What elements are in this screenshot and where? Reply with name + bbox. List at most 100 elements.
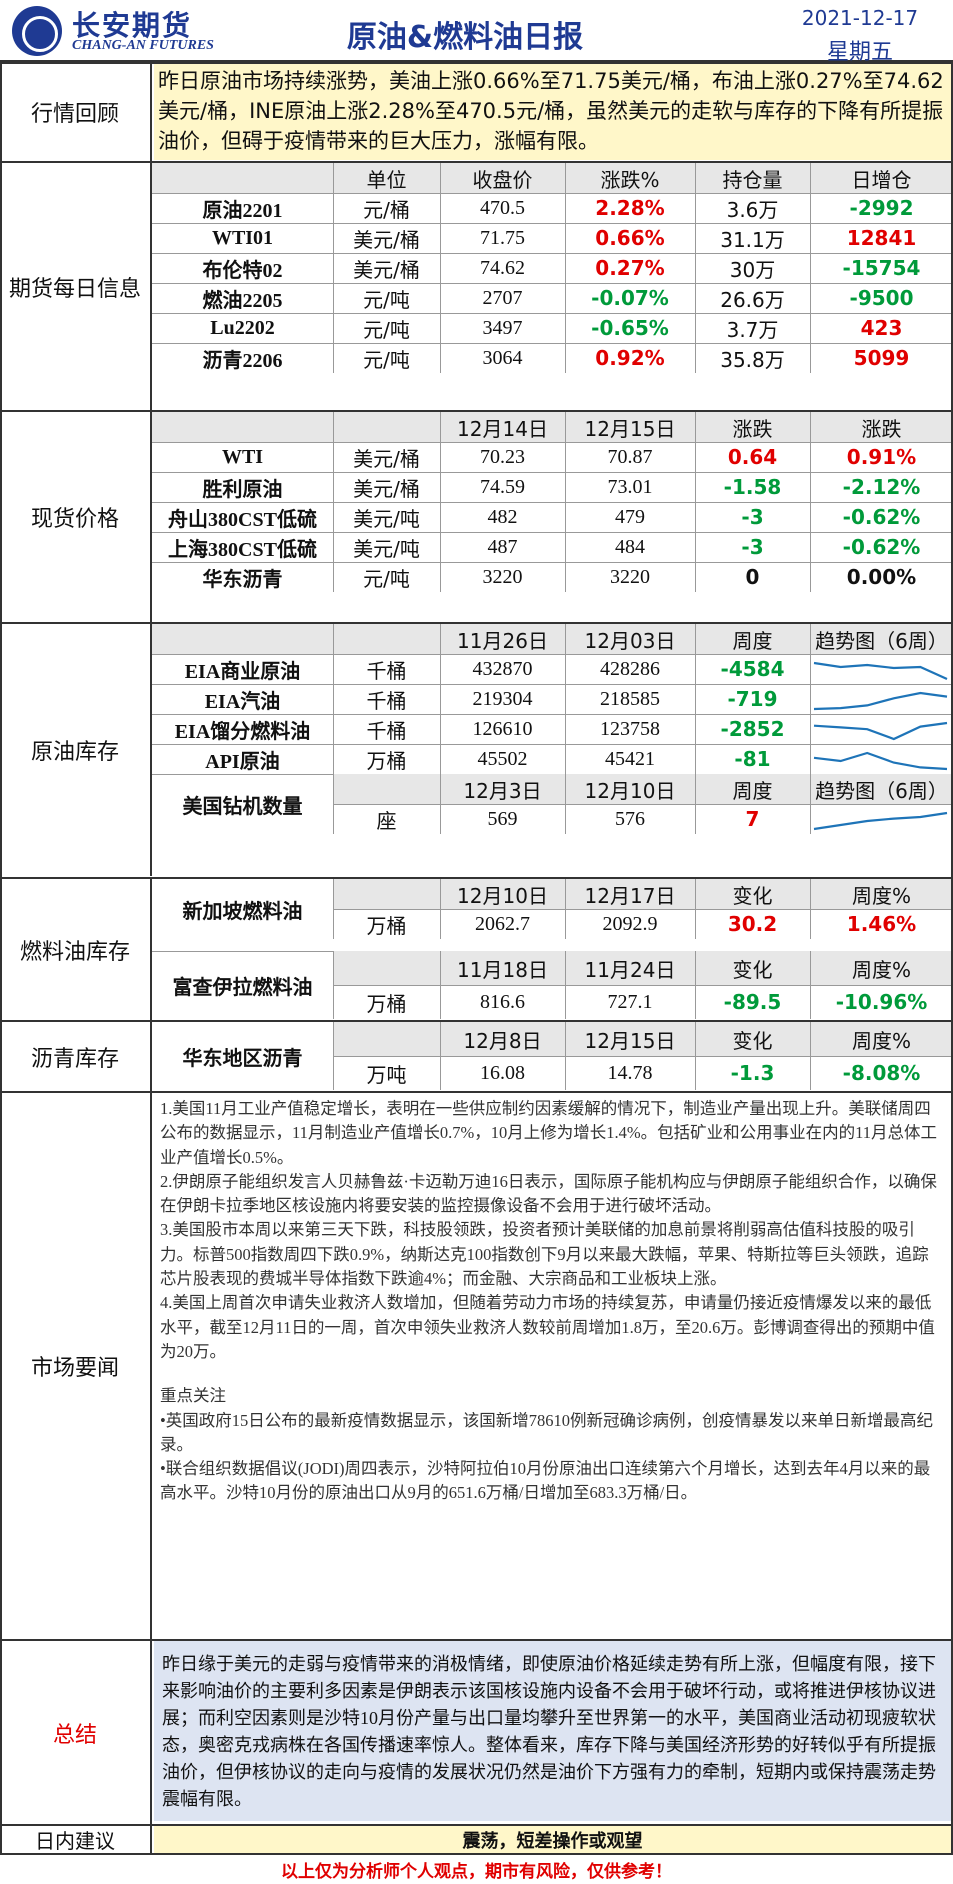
recap-label: 行情回顾 — [0, 62, 152, 162]
rig-header-3: 趋势图（6周） — [815, 778, 948, 803]
futures-change: 0.27% — [595, 256, 665, 280]
crude-value-week1: 45502 — [477, 747, 528, 770]
spot-name: WTI — [221, 445, 264, 468]
crude-weekly-change: -4584 — [720, 657, 785, 681]
futures-name: Lu2202 — [210, 316, 275, 339]
crude-unit: 千桶 — [366, 718, 407, 743]
crude-value-week2: 428286 — [600, 657, 660, 680]
report-weekday: 星期五 — [826, 40, 893, 65]
spot-change-pct: 0.00% — [846, 565, 917, 589]
futures-unit: 元/桶 — [363, 197, 410, 222]
singapore-fuel-header-3: 周度% — [851, 883, 911, 908]
crude-unit: 千桶 — [366, 658, 407, 683]
logo-chinese: 长安期货 — [72, 9, 193, 42]
fujairah-fuel-value-2: 727.1 — [607, 990, 653, 1013]
rig-unit: 座 — [376, 808, 397, 833]
spot-unit: 美元/吨 — [353, 536, 420, 561]
fujairah-fuel-change-pct: -10.96% — [835, 990, 928, 1014]
crude-name: EIA商业原油 — [184, 660, 301, 683]
east-china-asphalt-header-2: 变化 — [732, 1028, 773, 1053]
news-body: 1.美国11月工业产值稳定增长，表明在一些供应制约因素缓解的情况下，制造业产量出… — [154, 1093, 951, 1638]
disclaimer: 以上仅为分析师个人观点，期市有风险，仅供参考！ — [281, 1862, 672, 1881]
futures-label: 期货每日信息 — [0, 163, 152, 411]
futures-change: -0.65% — [591, 316, 669, 340]
futures-close: 3497 — [482, 316, 523, 339]
spot-name: 胜利原油 — [202, 478, 283, 501]
spot-unit: 美元/桶 — [353, 476, 420, 501]
east-china-asphalt-unit: 万吨 — [366, 1062, 407, 1087]
spot-unit: 美元/桶 — [353, 446, 420, 471]
futures-close: 3064 — [482, 346, 523, 369]
summary-label: 总结 — [0, 1641, 152, 1824]
east-china-asphalt-change-pct: -8.08% — [842, 1061, 921, 1085]
news-item-3: 3.美国股市本周以来第三天下跌，科技股领跌，投资者预计美联储的加息前景将削弱高估… — [160, 1220, 929, 1289]
east-china-asphalt-header-0: 12月8日 — [463, 1028, 542, 1053]
crude-trend-sparkline — [813, 751, 948, 771]
fujairah-fuel-value-1: 816.6 — [480, 990, 525, 1013]
east-china-asphalt-header-3: 周度% — [851, 1028, 911, 1053]
futures-header-1: 收盘价 — [472, 167, 533, 192]
news-item-4: 4.美国上周首次申请失业救济人数增加，但随着劳动力市场的持续复苏，申请量仍接近疫… — [160, 1293, 935, 1361]
spot-price-day1: 482 — [487, 505, 518, 528]
spot-header-0: 12月14日 — [457, 416, 548, 441]
crude-name: EIA汽油 — [204, 690, 281, 713]
spot-price-day1: 70.23 — [480, 445, 525, 468]
singapore-fuel-header-1: 12月17日 — [584, 883, 676, 908]
crude-value-week2: 45421 — [605, 747, 655, 770]
rig-trend-sparkline — [813, 811, 948, 831]
crude-inventory-label: 原油库存 — [0, 624, 152, 876]
spot-header-1: 12月15日 — [584, 416, 676, 441]
east-china-asphalt-value-1: 16.08 — [480, 1061, 525, 1084]
futures-change: 0.66% — [595, 226, 665, 250]
crude-trend-sparkline — [813, 691, 948, 711]
east-china-asphalt-header-1: 12月15日 — [584, 1028, 676, 1053]
spot-change-pct: -0.62% — [842, 505, 921, 529]
spot-name: 华东沥青 — [202, 568, 283, 591]
futures-unit: 美元/桶 — [353, 227, 420, 252]
summary-text: 昨日缘于美元的走弱与疫情带来的消极情绪，即使原油价格延续走势有所上涨，但幅度有限… — [154, 1641, 951, 1821]
futures-name: 布伦特02 — [202, 259, 283, 282]
crude-header-3: 趋势图（6周） — [815, 628, 948, 653]
rig-header-0: 12月3日 — [463, 778, 542, 803]
spot-price-day2: 3220 — [610, 565, 650, 588]
news-item-1: 1.美国11月工业产值稳定增长，表明在一些供应制约因素缓解的情况下，制造业产量出… — [160, 1099, 938, 1167]
fujairah-fuel-header-1: 11月24日 — [584, 957, 676, 982]
futures-header-4: 日增仓 — [851, 167, 912, 192]
crude-value-week1: 126610 — [472, 717, 533, 740]
futures-close: 2707 — [482, 286, 523, 309]
futures-daily-oi-change: -9500 — [849, 286, 914, 310]
spot-change: -3 — [741, 505, 764, 529]
spot-header-2: 涨跌 — [732, 416, 773, 441]
crude-trend-sparkline — [813, 661, 948, 681]
logo-english: CHANG-AN FUTURES — [72, 38, 214, 53]
spot-price-day2: 70.87 — [607, 445, 653, 468]
rig-header-2: 周度 — [732, 778, 773, 803]
singapore-fuel-header-0: 12月10日 — [457, 883, 548, 908]
crude-trend-sparkline-line — [813, 661, 948, 681]
company-logo-icon — [12, 6, 62, 56]
crude-trend-sparkline-line — [813, 721, 948, 741]
asphalt-inventory-label: 沥青库存 — [0, 1022, 152, 1091]
fujairah-fuel-name: 富查伊拉燃料油 — [172, 976, 313, 999]
crude-trend-sparkline-line — [813, 751, 948, 771]
crude-name: EIA馏分燃料油 — [174, 720, 311, 743]
report-date: 2021-12-17 — [801, 6, 919, 30]
focus-item-1: •英国政府15日公布的最新疫情数据显示，该国新增78610例新冠确诊病例，创疫情… — [160, 1410, 934, 1454]
singapore-fuel-header-2: 变化 — [732, 883, 773, 908]
futures-daily-oi-change: -15754 — [842, 256, 921, 280]
spot-change-pct: 0.91% — [846, 445, 917, 469]
spot-unit: 美元/吨 — [353, 506, 420, 531]
futures-daily-oi-change: 423 — [860, 316, 903, 340]
singapore-fuel-name: 新加坡燃料油 — [182, 900, 303, 923]
crude-weekly-change: -2852 — [720, 717, 785, 741]
fujairah-fuel-unit: 万桶 — [366, 991, 407, 1016]
spot-header-3: 涨跌 — [861, 416, 902, 441]
focus-item-2: •联合组织数据倡议(JODI)周四表示，沙特阿拉伯10月份原油出口连续第六个月增… — [160, 1459, 931, 1503]
rig-count-name: 美国钻机数量 — [182, 795, 303, 818]
futures-name: 燃油2205 — [202, 289, 283, 312]
futures-unit: 元/吨 — [363, 317, 410, 342]
crude-header-1: 12月03日 — [584, 628, 676, 653]
futures-header-0: 单位 — [366, 167, 407, 192]
spot-change: -3 — [741, 535, 764, 559]
crude-weekly-change: -81 — [734, 747, 771, 771]
